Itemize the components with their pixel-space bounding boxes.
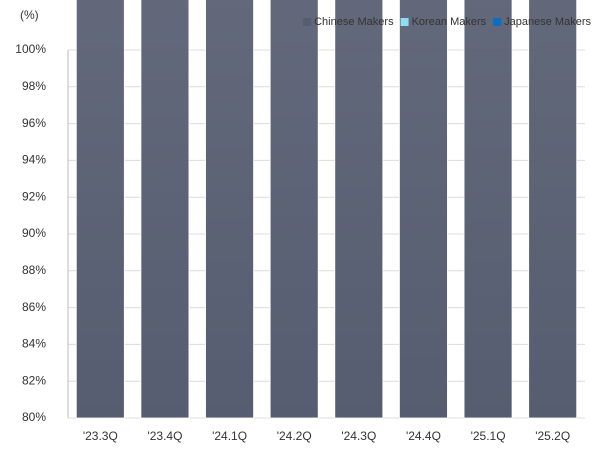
x-tick-label: '24.1Q (212, 429, 247, 443)
y-tick-label: 94% (22, 153, 46, 167)
bar-segment (269, 0, 319, 419)
y-tick-label: 98% (22, 79, 46, 93)
legend-swatch (400, 18, 409, 26)
bar-segment (399, 0, 448, 419)
y-tick-label: 88% (22, 263, 46, 277)
x-tick-label: '24.3Q (341, 429, 376, 443)
x-tick-label: '25.2Q (535, 429, 570, 443)
bar-segment (205, 0, 254, 419)
legend-label: Korean Makers (412, 16, 487, 28)
legend-swatch (303, 18, 312, 26)
y-tick-label: 86% (22, 300, 46, 314)
legend-label: Chinese Makers (314, 16, 394, 28)
y-tick-label: 80% (22, 410, 46, 424)
bar-segment (463, 0, 513, 419)
x-tick-label: '23.3Q (83, 429, 118, 443)
x-tick-label: '23.4Q (147, 429, 182, 443)
y-tick-label: 92% (22, 189, 46, 203)
y-tick-label: 84% (22, 337, 46, 351)
legend-label: Japanese Makers (504, 16, 591, 28)
y-tick-label: 82% (22, 373, 46, 387)
y-tick-label: 96% (22, 116, 46, 130)
x-tick-label: '25.1Q (471, 429, 506, 443)
y-tick-label: 90% (22, 226, 46, 240)
y-axis-label: (%) (20, 8, 39, 22)
x-tick-label: '24.4Q (406, 429, 441, 443)
bar-segment (140, 0, 190, 419)
bar-segment (528, 0, 578, 419)
y-tick-label: 100% (15, 42, 46, 56)
x-tick-label: '24.2Q (277, 429, 312, 443)
bar-segment (75, 0, 125, 419)
legend-swatch (493, 18, 502, 26)
bar-segment (334, 0, 384, 419)
